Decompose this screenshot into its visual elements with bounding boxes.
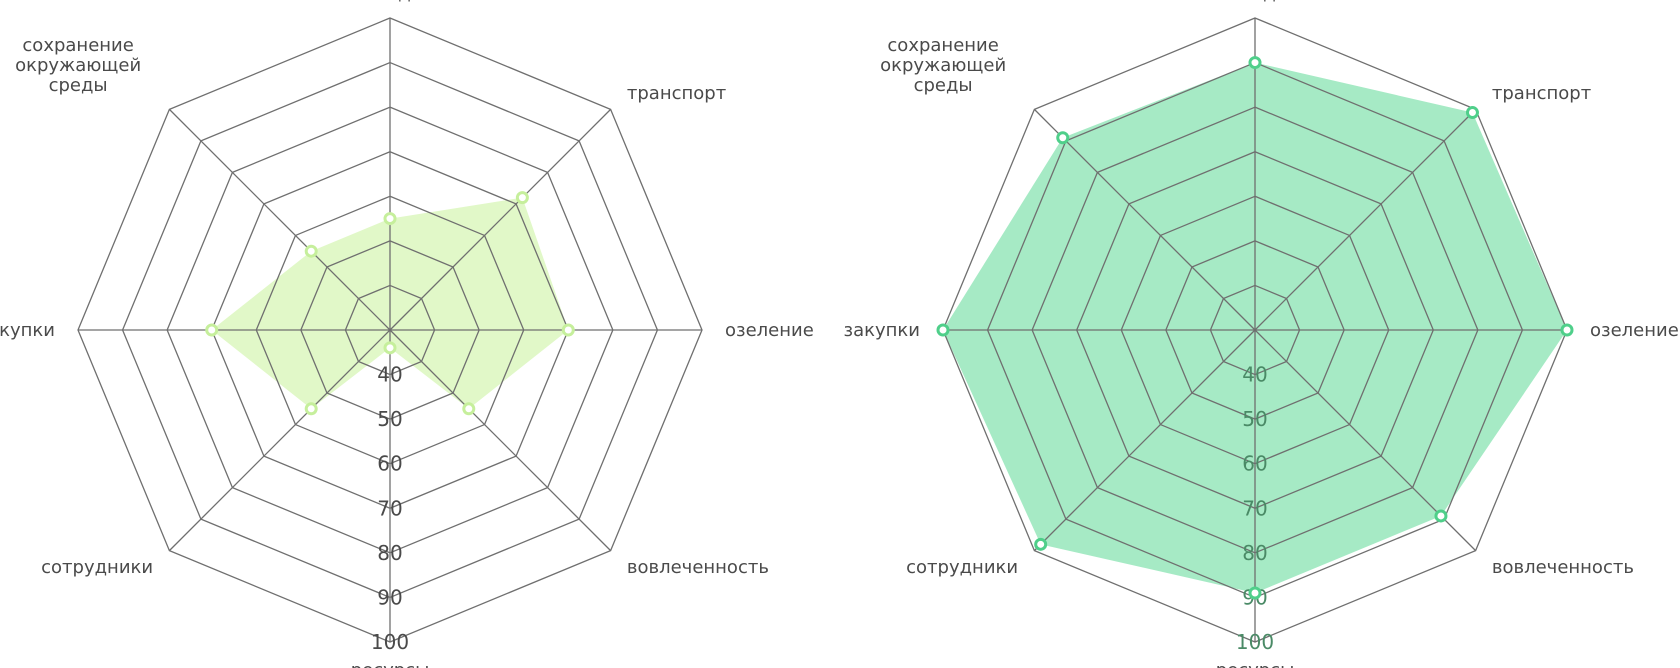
axis-spoke xyxy=(168,108,391,331)
radar-chart-right: 405060708090100отходытранспортозелениево… xyxy=(844,0,1679,668)
tick-label: 90 xyxy=(377,585,402,609)
axis-label: вовлеченность xyxy=(1492,557,1634,578)
tick-label: 100 xyxy=(371,630,409,654)
axis-label: сохранение окружающей среды xyxy=(880,35,1006,96)
axis-label: ресурсы xyxy=(351,660,430,668)
data-point xyxy=(515,191,529,205)
axis-spoke xyxy=(389,329,612,552)
axis-label-line: сохранение xyxy=(22,35,133,56)
axis-label: озеление xyxy=(725,320,814,341)
axis-label-line: сохранение xyxy=(887,35,998,56)
axis-spoke xyxy=(1033,329,1256,552)
axis-label: озеление xyxy=(1590,320,1679,341)
tick-label: 60 xyxy=(1242,452,1267,476)
data-point xyxy=(1056,131,1070,145)
axis-label: сотрудники xyxy=(906,557,1018,578)
axis-label: отходы xyxy=(1220,0,1290,4)
data-point xyxy=(1248,56,1262,70)
data-point xyxy=(1434,509,1448,523)
axis-label: ресурсы xyxy=(1216,660,1295,668)
axis-label: транспорт xyxy=(1492,83,1591,104)
axis-label-line: окружающей xyxy=(15,55,141,76)
axis-label: сохранение окружающей среды xyxy=(15,35,141,96)
data-point xyxy=(561,323,575,337)
data-point xyxy=(1465,106,1479,120)
axis-label-line: среды xyxy=(914,75,973,96)
tick-label: 50 xyxy=(377,407,402,431)
data-point xyxy=(383,341,397,355)
axis-label: вовлеченность xyxy=(627,557,769,578)
data-point xyxy=(205,323,219,337)
tick-label: 70 xyxy=(1242,496,1267,520)
axis-label-line: среды xyxy=(49,75,108,96)
axis-label: отходы xyxy=(355,0,425,4)
data-point xyxy=(383,212,397,226)
axis-spoke xyxy=(1033,108,1256,331)
tick-label: 80 xyxy=(1242,541,1267,565)
axis-spoke xyxy=(1254,108,1477,331)
data-point xyxy=(1034,537,1048,551)
axis-label: сотрудники xyxy=(41,557,153,578)
axis-label: транспорт xyxy=(627,83,726,104)
data-point xyxy=(936,323,950,337)
axis-spoke xyxy=(168,329,391,552)
axis-spoke xyxy=(389,108,612,331)
data-point xyxy=(304,402,318,416)
radar-chart-left: 40 50 60 70 80 90 100 отходы транспорт озеление во… xyxy=(0,0,814,668)
tick-label: 100 xyxy=(1236,630,1274,654)
data-point xyxy=(304,244,318,258)
tick-label: 60 xyxy=(377,452,402,476)
axis-label: закупки xyxy=(0,320,55,341)
data-point xyxy=(1248,586,1262,600)
tick-label: 40 xyxy=(1242,363,1267,387)
tick-label: 80 xyxy=(377,541,402,565)
data-point xyxy=(462,402,476,416)
tick-label: 40 xyxy=(377,363,402,387)
axis-label-line: окружающей xyxy=(880,55,1006,76)
tick-label: 70 xyxy=(377,496,402,520)
axis-label: закупки xyxy=(844,320,920,341)
tick-label: 50 xyxy=(1242,407,1267,431)
data-point xyxy=(1560,323,1574,337)
